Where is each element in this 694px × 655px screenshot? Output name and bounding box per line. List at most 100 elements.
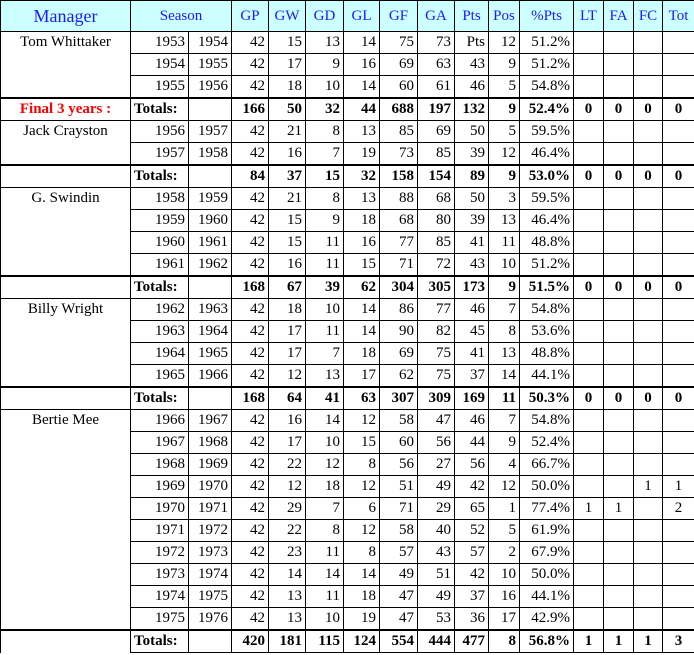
cell-gf[interactable]: 47 — [379, 607, 418, 631]
cell-fa[interactable] — [603, 563, 634, 586]
cell-tot[interactable]: 0 — [662, 386, 694, 410]
cell-ga[interactable]: 80 — [417, 209, 455, 232]
cell-gp[interactable]: 42 — [231, 497, 269, 520]
cell-tot[interactable] — [662, 53, 694, 76]
cell-gf[interactable]: 68 — [379, 209, 418, 232]
cell-pos[interactable]: 12 — [488, 31, 520, 54]
cell-pos[interactable]: 5 — [488, 519, 520, 542]
cell-lt[interactable] — [573, 142, 604, 166]
cell-gf[interactable]: 60 — [379, 75, 418, 99]
manager-name-cell[interactable] — [0, 453, 131, 476]
cell-pct-pts[interactable]: 50.0% — [519, 563, 574, 586]
cell-season-end[interactable]: 1972 — [188, 519, 232, 542]
cell-pts[interactable]: 173 — [454, 275, 489, 299]
cell-fc[interactable] — [633, 541, 663, 564]
cell-season-end[interactable]: 1969 — [188, 453, 232, 476]
cell-gl[interactable]: 19 — [343, 607, 380, 631]
cell-lt[interactable] — [573, 342, 604, 365]
cell-tot[interactable] — [662, 453, 694, 476]
cell-gd[interactable]: 9 — [305, 209, 344, 232]
cell-pos[interactable]: 12 — [488, 475, 520, 498]
cell-gd[interactable]: 41 — [305, 386, 344, 410]
cell-ga[interactable]: 40 — [417, 519, 455, 542]
header-fc[interactable]: FC — [633, 0, 663, 32]
cell-pos[interactable]: 4 — [488, 453, 520, 476]
cell-tot[interactable] — [662, 431, 694, 454]
cell-pos[interactable]: 8 — [488, 320, 520, 343]
cell-pct-pts[interactable]: 66.7% — [519, 453, 574, 476]
cell-ga[interactable]: 47 — [417, 409, 455, 432]
cell-fc[interactable] — [633, 519, 663, 542]
cell-ga[interactable]: 49 — [417, 475, 455, 498]
cell-gw[interactable]: 15 — [268, 31, 306, 54]
cell-pct-pts[interactable]: 54.8% — [519, 409, 574, 432]
cell-gl[interactable]: 17 — [343, 364, 380, 388]
cell-gw[interactable]: 15 — [268, 231, 306, 254]
cell-ga[interactable]: 75 — [417, 342, 455, 365]
cell-pts[interactable]: 477 — [454, 629, 489, 653]
cell-gp[interactable]: 84 — [231, 164, 269, 188]
cell-pct-pts[interactable]: 52.4% — [519, 431, 574, 454]
cell-season-end[interactable]: 1956 — [188, 75, 232, 99]
cell-pos[interactable]: 1 — [488, 497, 520, 520]
cell-season-start[interactable]: Totals: — [130, 275, 189, 299]
header-fa[interactable]: FA — [603, 0, 634, 32]
cell-tot[interactable] — [662, 31, 694, 54]
cell-lt[interactable] — [573, 563, 604, 586]
cell-gw[interactable]: 37 — [268, 164, 306, 188]
header-gw[interactable]: GW — [268, 0, 306, 32]
cell-season-start[interactable]: 1972 — [130, 541, 189, 564]
cell-pct-pts[interactable]: 53.0% — [519, 164, 574, 188]
manager-name-cell[interactable] — [0, 364, 131, 387]
cell-pts[interactable]: 65 — [454, 497, 489, 520]
manager-name-cell[interactable] — [0, 253, 131, 276]
cell-ga[interactable]: 61 — [417, 75, 455, 99]
cell-fa[interactable] — [603, 585, 634, 608]
cell-pts[interactable]: 45 — [454, 320, 489, 343]
cell-season-end[interactable]: 1957 — [188, 120, 232, 143]
cell-season-end[interactable]: 1973 — [188, 541, 232, 564]
cell-fc[interactable] — [633, 31, 663, 54]
cell-pos[interactable]: 10 — [488, 253, 520, 277]
header-lt[interactable]: LT — [573, 0, 604, 32]
cell-lt[interactable] — [573, 298, 604, 321]
cell-gp[interactable]: 42 — [231, 364, 269, 388]
cell-season-end[interactable]: 1971 — [188, 497, 232, 520]
cell-season-end[interactable]: 1961 — [188, 231, 232, 254]
cell-season-start[interactable]: 1958 — [130, 187, 189, 210]
cell-fc[interactable] — [633, 364, 663, 388]
cell-gw[interactable]: 16 — [268, 142, 306, 166]
cell-lt[interactable] — [573, 75, 604, 99]
cell-gd[interactable]: 14 — [305, 409, 344, 432]
cell-lt[interactable]: 0 — [573, 164, 604, 188]
cell-lt[interactable] — [573, 31, 604, 54]
cell-gd[interactable]: 39 — [305, 275, 344, 299]
cell-pts[interactable]: 50 — [454, 120, 489, 143]
cell-gf[interactable]: 88 — [379, 187, 418, 210]
cell-gl[interactable]: 8 — [343, 453, 380, 476]
manager-name-cell[interactable] — [0, 519, 131, 542]
cell-ga[interactable]: 27 — [417, 453, 455, 476]
manager-name-cell[interactable] — [0, 386, 131, 410]
cell-pts[interactable]: 57 — [454, 541, 489, 564]
cell-season-start[interactable]: 1964 — [130, 342, 189, 365]
cell-tot[interactable] — [662, 320, 694, 343]
cell-pts[interactable]: 43 — [454, 53, 489, 76]
cell-tot[interactable] — [662, 409, 694, 432]
cell-lt[interactable] — [573, 475, 604, 498]
cell-gp[interactable]: 42 — [231, 209, 269, 232]
cell-gf[interactable]: 62 — [379, 364, 418, 388]
cell-gp[interactable]: 42 — [231, 298, 269, 321]
cell-fc[interactable]: 0 — [633, 164, 663, 188]
cell-season-start[interactable]: 1970 — [130, 497, 189, 520]
cell-ga[interactable]: 29 — [417, 497, 455, 520]
cell-pts[interactable]: 56 — [454, 453, 489, 476]
cell-fa[interactable] — [603, 253, 634, 277]
cell-fc[interactable] — [633, 120, 663, 143]
manager-name-cell[interactable]: Bertie Mee — [0, 409, 131, 432]
cell-gp[interactable]: 42 — [231, 187, 269, 210]
cell-gd[interactable]: 8 — [305, 120, 344, 143]
cell-pts[interactable]: 44 — [454, 431, 489, 454]
cell-season-end[interactable]: 1960 — [188, 209, 232, 232]
cell-gd[interactable]: 11 — [305, 231, 344, 254]
